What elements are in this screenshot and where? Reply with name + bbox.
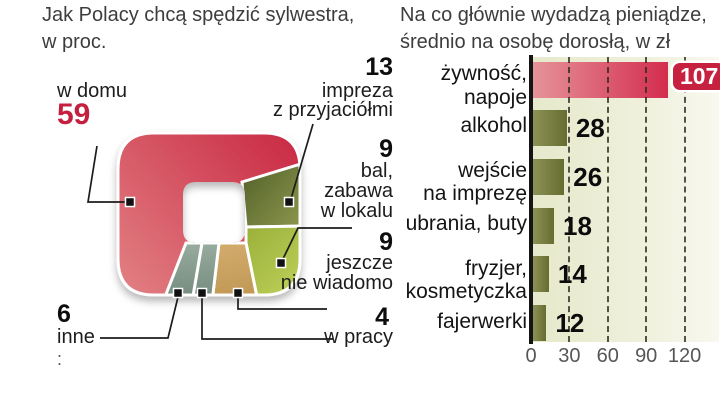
- donut-chart-title-line1: Jak Polacy chcą spędzić sylwestra,: [42, 4, 355, 26]
- donut-ring: [116, 131, 302, 297]
- bar-value-14: 14: [557, 259, 587, 289]
- bar-value-18: 18: [563, 211, 592, 241]
- marker-praca: [196, 287, 208, 299]
- callout-bal-value: 9: [379, 135, 393, 163]
- bar-label-fryzjer-1: fryzjer,: [465, 257, 527, 280]
- donut-chart-title-line2: w proc.: [42, 31, 107, 53]
- leader-line-praca: [201, 297, 333, 340]
- donut-outer-outline: [116, 131, 302, 297]
- x-tick-30: 30: [558, 345, 581, 367]
- bar-label-fryzjer-2: kosmetyczka: [405, 280, 527, 303]
- gridline-30: [568, 57, 571, 342]
- bar-label-alkohol: alkohol: [460, 114, 527, 137]
- bar-chart-y-axis: [529, 55, 533, 344]
- x-tick-120: 120: [667, 345, 702, 367]
- marker-impreza: [283, 196, 295, 208]
- callout-bal-line3: w lokalu: [320, 200, 393, 222]
- callout-praca-line1: w pracy: [324, 326, 393, 348]
- callout-bal-line1: bal,: [360, 160, 393, 182]
- bar-alkohol: [533, 110, 567, 146]
- bar-label-zywnosc-1: żywność,: [440, 62, 527, 85]
- callout-jeszcze-value: 9: [379, 228, 393, 256]
- bar-value-badge-107: 107: [672, 63, 720, 90]
- bar-value-26: 26: [573, 162, 603, 192]
- donut-chart: [87, 123, 352, 340]
- x-tick-60: 60: [596, 345, 619, 367]
- bar-chart-title-line2: średnio na osobę dorosłą, w zł: [400, 31, 671, 53]
- bar-chart-plot-background: [533, 57, 719, 342]
- marker-w-domu: [124, 196, 136, 208]
- bar-chart-title-line1: Na co głównie wydadzą pieniądze,: [400, 4, 707, 26]
- leader-line-bal: [280, 227, 352, 264]
- callout-impreza-line1: impreza: [321, 80, 393, 102]
- gridline-90: [645, 57, 648, 342]
- bar-label-wejscie-1: wejście: [458, 159, 527, 182]
- bar-wejscie: [533, 159, 565, 195]
- callout-inne-label: inne: [57, 326, 95, 348]
- callout-jeszcze-line1: jeszcze: [326, 252, 393, 274]
- marker-jeszcze: [232, 287, 244, 299]
- bar-fajerwerki: [533, 305, 547, 341]
- bar-zywnosc: [533, 62, 668, 98]
- bar-value-12: 12: [555, 308, 585, 338]
- bar-label-ubrania: ubrania, buty: [405, 212, 527, 235]
- leader-line-inne: [100, 296, 179, 339]
- x-tick-90: 90: [635, 345, 658, 367]
- callout-inne-value: 6: [57, 300, 71, 328]
- leader-markers: [124, 196, 295, 299]
- bar-value-28: 28: [575, 113, 605, 143]
- callout-jeszcze-line2: nie wiadomo: [280, 272, 393, 294]
- callout-w-domu-label: w domu: [57, 80, 128, 102]
- bar-label-wejscie-2: na imprezę: [423, 182, 527, 205]
- callout-impreza-line2: z przyjaciółmi: [272, 99, 393, 121]
- stray-mark: :: [57, 349, 63, 369]
- gridline-120: [683, 57, 686, 342]
- leader-line-w-domu: [87, 145, 126, 203]
- marker-bal: [275, 257, 287, 269]
- donut-segment-inne: [160, 241, 204, 295]
- callout-bal-line2: zabawa: [324, 180, 393, 202]
- callout-w-domu-value: 59: [57, 98, 91, 131]
- leader-line-jeszcze: [237, 297, 327, 310]
- x-tick-0: 0: [525, 345, 537, 367]
- callout-praca-value: 4: [375, 303, 389, 331]
- leader-lines: [87, 123, 352, 340]
- marker-inne: [172, 287, 184, 299]
- gridline-60: [606, 57, 609, 342]
- bar-ubrania: [533, 208, 555, 244]
- leader-line-impreza: [289, 123, 314, 203]
- bar-label-zywnosc-2: napoje: [463, 86, 527, 109]
- callout-impreza-value: 13: [365, 53, 393, 81]
- bar-fryzjer: [533, 256, 549, 292]
- bar-label-fajerwerki: fajerwerki: [437, 310, 527, 333]
